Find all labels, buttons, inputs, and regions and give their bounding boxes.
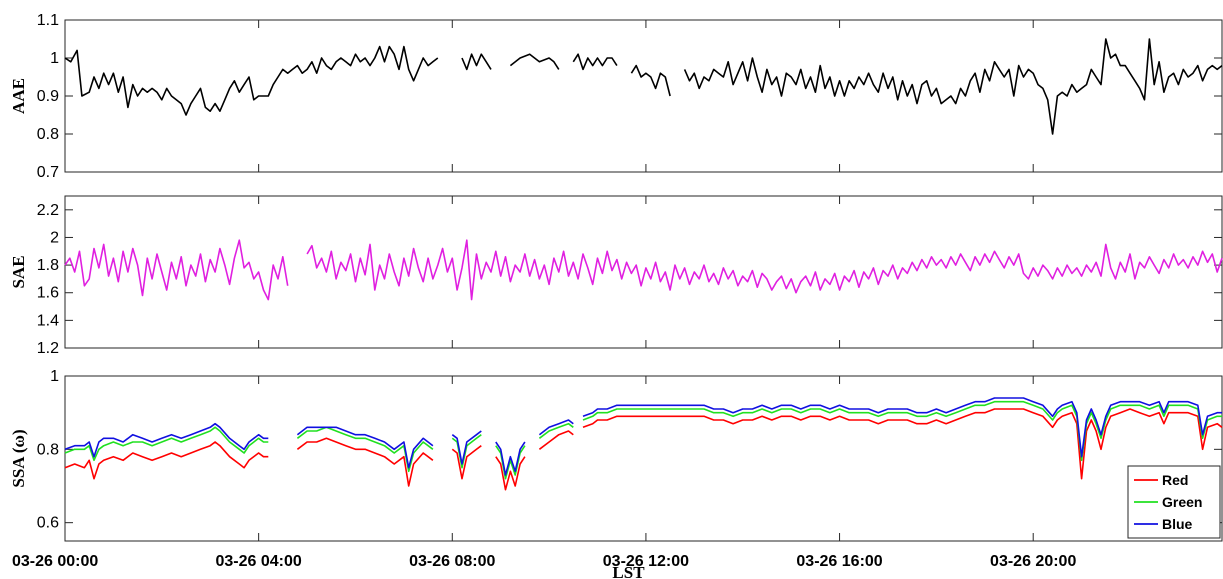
series-line-blue bbox=[64, 397, 1222, 476]
xtick-label: 03-26 20:00 bbox=[990, 553, 1076, 570]
panel-frame-2 bbox=[64, 375, 1223, 542]
y-axis-label: SSA (ω) bbox=[9, 429, 28, 487]
ytick-label: 2.2 bbox=[37, 202, 59, 219]
ytick-label: 1.4 bbox=[37, 312, 59, 329]
series-line-green bbox=[64, 400, 1222, 480]
ytick-label: 1 bbox=[50, 50, 59, 67]
xtick-label: 03-26 04:00 bbox=[215, 553, 301, 570]
xtick-label: 03-26 12:00 bbox=[603, 553, 689, 570]
legend-label-blue: Blue bbox=[1162, 516, 1193, 532]
legend-label-red: Red bbox=[1162, 472, 1188, 488]
ytick-label: 2 bbox=[50, 229, 59, 246]
ytick-label: 0.7 bbox=[37, 164, 59, 181]
xtick-label: 03-26 16:00 bbox=[796, 553, 882, 570]
x-axis-label: LST bbox=[612, 563, 645, 579]
ytick-label: 1.1 bbox=[37, 12, 59, 29]
series-line-sae bbox=[64, 239, 1223, 301]
ytick-label: 0.8 bbox=[37, 126, 59, 143]
ytick-label: 0.9 bbox=[37, 88, 59, 105]
y-axis-label: SAE bbox=[9, 255, 28, 288]
ytick-label: 1.8 bbox=[37, 257, 59, 274]
y-axis-label: AAE bbox=[9, 78, 28, 114]
ytick-label: 0.6 bbox=[37, 515, 59, 532]
xtick-label: 03-26 08:00 bbox=[409, 553, 495, 570]
ytick-label: 1 bbox=[50, 368, 59, 385]
ytick-label: 1.2 bbox=[37, 340, 59, 357]
series-line-red bbox=[64, 408, 1223, 491]
xtick-label: 03-26 00:00 bbox=[12, 553, 98, 570]
legend-label-green: Green bbox=[1162, 494, 1202, 510]
series-line-aae bbox=[64, 38, 1223, 135]
panel-frame-1 bbox=[64, 195, 1223, 349]
ytick-label: 0.8 bbox=[37, 441, 59, 458]
panel-frame-0 bbox=[64, 19, 1223, 173]
ytick-label: 1.6 bbox=[37, 285, 59, 302]
